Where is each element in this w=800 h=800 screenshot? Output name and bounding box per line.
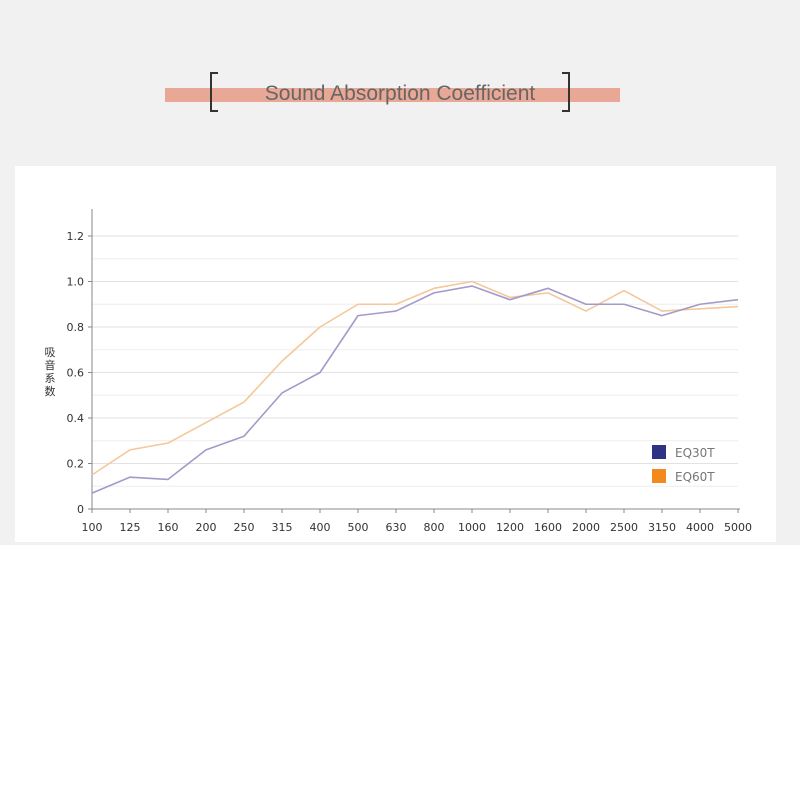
y-axis-label: 吸音系数 xyxy=(44,346,56,398)
y-tick-label: 0.2 xyxy=(67,458,85,471)
x-tick-label: 3150 xyxy=(648,521,676,534)
x-tick-label: 400 xyxy=(310,521,331,534)
x-tick-label: 1200 xyxy=(496,521,524,534)
x-tick-label: 1600 xyxy=(534,521,562,534)
chart-card: 0 0.2 0.4 0.6 0.8 1.0 1.2 100 125 160 200 250 315 400… xyxy=(15,166,776,542)
y-tick-label: 0.4 xyxy=(67,412,85,425)
left-bracket-icon xyxy=(210,72,218,112)
legend-swatch xyxy=(652,445,666,459)
x-tick-label: 250 xyxy=(234,521,255,534)
x-tick-label: 630 xyxy=(386,521,407,534)
legend-label: EQ60T xyxy=(675,470,715,484)
x-tick-label: 100 xyxy=(82,521,103,534)
legend-swatch xyxy=(652,469,666,483)
right-bracket-icon xyxy=(562,72,570,112)
x-tick-label: 1000 xyxy=(458,521,486,534)
page-title: Sound Absorption Coefficient xyxy=(264,82,536,105)
y-tick-label: 1.2 xyxy=(67,230,85,243)
legend-label: EQ30T xyxy=(675,446,715,460)
x-tick-label: 5000 xyxy=(724,521,752,534)
x-tick-label: 2000 xyxy=(572,521,600,534)
absorption-chart: 0 0.2 0.4 0.6 0.8 1.0 1.2 100 125 160 200 250 315 400… xyxy=(67,209,752,534)
y-tick-label: 1.0 xyxy=(67,276,85,289)
series-line-EQ30T xyxy=(91,285,739,494)
x-tick-label: 4000 xyxy=(686,521,714,534)
x-tick-label: 160 xyxy=(158,521,179,534)
y-tick-label: 0.8 xyxy=(67,321,85,334)
title-highlight-bar xyxy=(165,88,620,102)
x-tick-label: 800 xyxy=(424,521,445,534)
y-tick-label: 0.6 xyxy=(67,367,85,380)
x-tick-label: 315 xyxy=(272,521,293,534)
series-line-EQ60T xyxy=(91,280,739,476)
x-tick-label: 125 xyxy=(120,521,141,534)
x-tick-label: 2500 xyxy=(610,521,638,534)
x-tick-label: 500 xyxy=(348,521,369,534)
x-tick-label: 200 xyxy=(196,521,217,534)
y-tick-label: 0 xyxy=(77,503,84,516)
